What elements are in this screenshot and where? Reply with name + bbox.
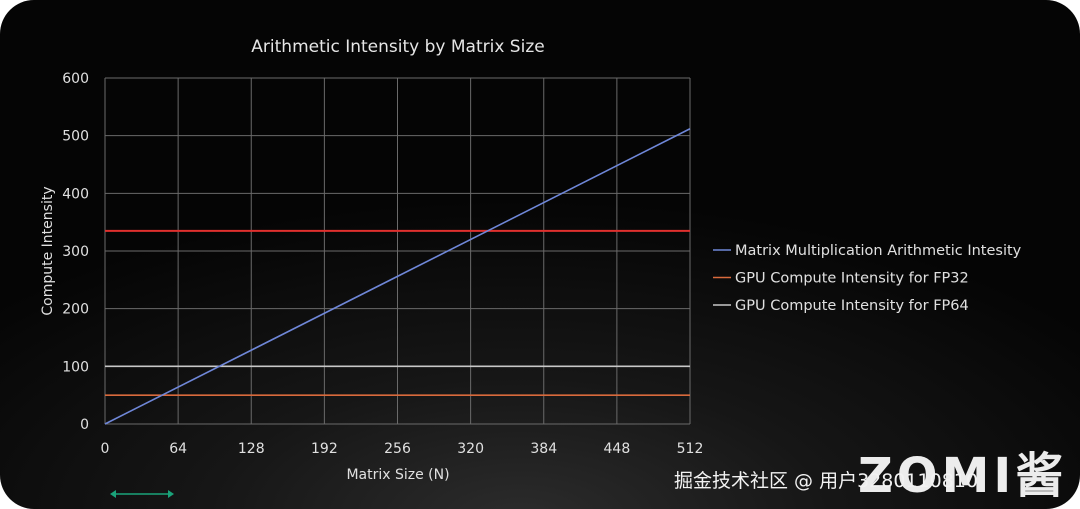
series-line <box>104 128 691 425</box>
y-tick-label: 500 <box>62 129 89 145</box>
legend-label: GPU Compute Intensity for FP64 <box>735 298 969 314</box>
y-tick-label: 0 <box>80 417 89 433</box>
x-tick-label: 256 <box>384 441 411 457</box>
x-tick-label: 384 <box>530 441 557 457</box>
legend: Matrix Multiplication Arithmetic Intesit… <box>713 243 1022 314</box>
plot-lines <box>104 128 691 425</box>
y-tick-label: 100 <box>62 359 89 375</box>
x-axis-label: Matrix Size (N) <box>346 467 449 483</box>
x-tick-label: 64 <box>169 441 187 457</box>
grid <box>104 77 691 425</box>
chart-title: Arithmetic Intensity by Matrix Size <box>251 37 544 57</box>
y-tick-label: 300 <box>62 244 89 260</box>
x-tick-label: 192 <box>311 441 338 457</box>
x-tick-label: 448 <box>604 441 631 457</box>
x-tick-label: 128 <box>238 441 265 457</box>
y-tick-label: 600 <box>62 71 89 87</box>
brand-logo: ZOMI酱 <box>858 448 1068 504</box>
tick-labels: 0 64 128 192 256 320 384 448 512 0 100 200 300 400 500… <box>62 71 703 457</box>
x-tick-label: 320 <box>457 441 484 457</box>
double-arrow-icon <box>110 490 174 498</box>
x-tick-label: 512 <box>677 441 704 457</box>
y-axis-label: Compute Intensity <box>40 186 56 315</box>
watermark-text: 掘金技术社区 @ 用户3280110810 <box>674 470 978 492</box>
legend-label: GPU Compute Intensity for FP32 <box>735 271 969 287</box>
legend-label: Matrix Multiplication Arithmetic Intesit… <box>735 243 1022 259</box>
y-tick-label: 400 <box>62 186 89 202</box>
y-tick-label: 200 <box>62 302 89 318</box>
x-tick-label: 0 <box>101 441 110 457</box>
